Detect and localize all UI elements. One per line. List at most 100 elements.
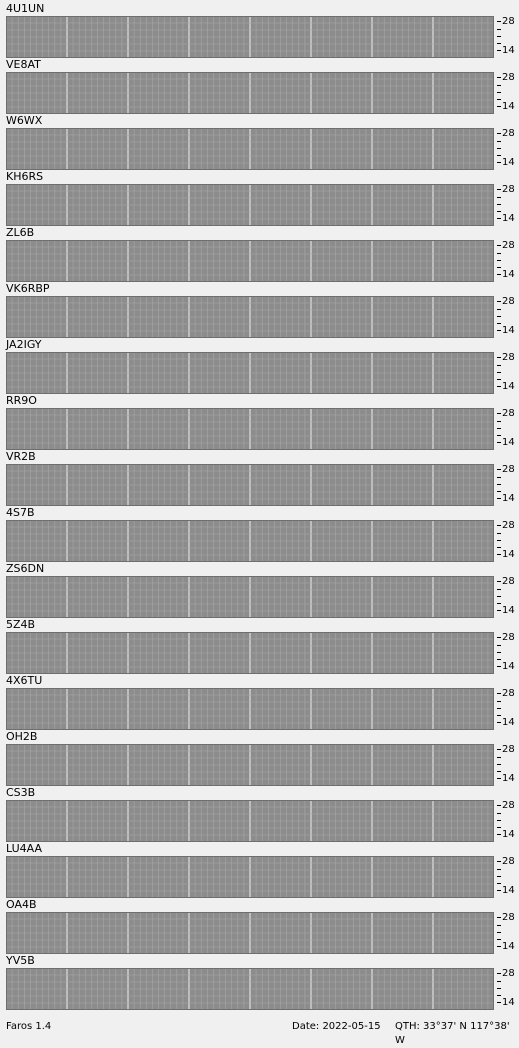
- band-scale: 28 14: [497, 911, 519, 953]
- band-scale: 28 14: [497, 239, 519, 281]
- scale-tick: [497, 21, 501, 22]
- scale-tick: [497, 637, 501, 638]
- scale-tick: [497, 162, 501, 163]
- scale-tick: [497, 1002, 501, 1003]
- scale-label-top: 28: [502, 800, 515, 811]
- scale-label-bottom: 14: [502, 269, 515, 280]
- scale-tick: [497, 939, 501, 940]
- scale-tick: [497, 883, 501, 884]
- band-scale: 28 14: [497, 463, 519, 505]
- scale-label-top: 28: [502, 520, 515, 531]
- beacon-callsign: VE8AT: [6, 58, 41, 71]
- band-scale: 28 14: [497, 575, 519, 617]
- scale-tick: [497, 813, 501, 814]
- beacon-callsign: RR9O: [6, 394, 37, 407]
- scale-tick: [497, 708, 501, 709]
- band-activity-grid: [6, 184, 494, 226]
- scale-tick: [497, 701, 501, 702]
- beacon-callsign: 4S7B: [6, 506, 35, 519]
- scale-tick: [497, 141, 501, 142]
- scale-tick: [497, 876, 501, 877]
- scale-label-bottom: 14: [502, 773, 515, 784]
- scale-tick: [497, 386, 501, 387]
- scale-tick: [497, 764, 501, 765]
- grid-border: [6, 576, 494, 618]
- grid-border: [6, 296, 494, 338]
- band-scale: 28 14: [497, 799, 519, 841]
- scale-tick: [497, 43, 501, 44]
- scale-tick: [497, 421, 501, 422]
- scale-tick: [497, 92, 501, 93]
- band-scale: 28 14: [497, 15, 519, 57]
- scale-label-bottom: 14: [502, 101, 515, 112]
- band-scale: 28 14: [497, 967, 519, 1009]
- scale-tick: [497, 218, 501, 219]
- beacon-panel: RR9O 28 14: [0, 394, 519, 450]
- band-activity-grid: [6, 968, 494, 1010]
- band-scale: 28 14: [497, 743, 519, 785]
- band-activity-grid: [6, 800, 494, 842]
- scale-label-top: 28: [502, 744, 515, 755]
- beacon-panel: 4S7B 28 14: [0, 506, 519, 562]
- scale-tick: [497, 981, 501, 982]
- band-activity-grid: [6, 576, 494, 618]
- grid-border: [6, 520, 494, 562]
- grid-border: [6, 912, 494, 954]
- grid-border: [6, 856, 494, 898]
- band-scale: 28 14: [497, 127, 519, 169]
- scale-label-top: 28: [502, 72, 515, 83]
- beacon-panel: 4U1UN 28 14: [0, 2, 519, 58]
- beacon-callsign: VR2B: [6, 450, 36, 463]
- scale-tick: [497, 77, 501, 78]
- grid-border: [6, 72, 494, 114]
- scale-tick: [497, 890, 501, 891]
- scale-tick: [497, 995, 501, 996]
- scale-tick: [497, 666, 501, 667]
- scale-tick: [497, 925, 501, 926]
- scale-tick: [497, 267, 501, 268]
- scale-tick: [497, 525, 501, 526]
- scale-tick: [497, 442, 501, 443]
- scale-label-bottom: 14: [502, 381, 515, 392]
- scale-tick: [497, 29, 501, 30]
- scale-tick: [497, 533, 501, 534]
- band-scale: 28 14: [497, 631, 519, 673]
- scale-label-top: 28: [502, 688, 515, 699]
- beacon-callsign: VK6RBP: [6, 282, 50, 295]
- beacon-panel: W6WX 28 14: [0, 114, 519, 170]
- beacon-panel: VE8AT 28 14: [0, 58, 519, 114]
- scale-tick: [497, 428, 501, 429]
- grid-border: [6, 800, 494, 842]
- status-bar: Faros 1.4 Date: 2022-05-15 QTH: 33°37' N…: [6, 1020, 514, 1046]
- scale-tick: [497, 469, 501, 470]
- beacon-callsign: YV5B: [6, 954, 35, 967]
- scale-tick: [497, 372, 501, 373]
- band-activity-grid: [6, 128, 494, 170]
- scale-tick: [497, 484, 501, 485]
- scale-tick: [497, 973, 501, 974]
- scale-tick: [497, 365, 501, 366]
- beacon-panel: VK6RBP 28 14: [0, 282, 519, 338]
- scale-tick: [497, 477, 501, 478]
- scale-label-bottom: 14: [502, 717, 515, 728]
- scale-label-bottom: 14: [502, 325, 515, 336]
- grid-border: [6, 240, 494, 282]
- scale-tick: [497, 917, 501, 918]
- scale-tick: [497, 603, 501, 604]
- band-scale: 28 14: [497, 295, 519, 337]
- scale-tick: [497, 85, 501, 86]
- grid-border: [6, 352, 494, 394]
- grid-border: [6, 968, 494, 1010]
- scale-label-bottom: 14: [502, 493, 515, 504]
- scale-label-top: 28: [502, 128, 515, 139]
- band-activity-grid: [6, 16, 494, 58]
- scale-label-top: 28: [502, 856, 515, 867]
- scale-tick: [497, 309, 501, 310]
- scale-tick: [497, 805, 501, 806]
- beacon-callsign: OH2B: [6, 730, 38, 743]
- scale-tick: [497, 301, 501, 302]
- grid-border: [6, 744, 494, 786]
- band-scale: 28 14: [497, 71, 519, 113]
- date-label: Date: 2022-05-15: [292, 1021, 381, 1032]
- scale-tick: [497, 645, 501, 646]
